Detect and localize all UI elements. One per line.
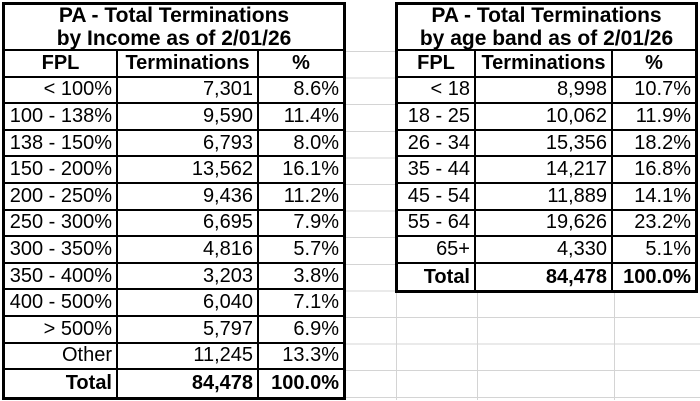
cell-terminations[interactable]: 14,217 — [476, 157, 613, 184]
cell-terminations[interactable]: 13,562 — [118, 157, 259, 184]
cell-terminations[interactable]: 9,436 — [118, 183, 259, 211]
cell-fpl[interactable]: < 100% — [5, 77, 118, 105]
income-header-fpl[interactable]: FPL — [5, 51, 118, 78]
total-cell-fpl[interactable]: Total — [398, 263, 476, 291]
cell-terminations[interactable]: 8,998 — [476, 77, 613, 105]
age-header-terminations[interactable]: Terminations — [476, 51, 613, 78]
cell-percent[interactable]: 11.4% — [259, 104, 343, 131]
cell-fpl[interactable]: 55 - 64 — [398, 210, 476, 238]
cell-terminations[interactable]: 7,301 — [118, 77, 259, 105]
cell-percent[interactable]: 23.2% — [613, 211, 695, 238]
cell-fpl[interactable]: 300 - 350% — [5, 237, 118, 264]
income-table-title-line2: by Income as of 2/01/26 — [56, 27, 292, 50]
cell-fpl[interactable]: 18 - 25 — [398, 104, 476, 131]
cell-percent[interactable]: 13.3% — [259, 344, 343, 371]
cell-fpl[interactable]: 35 - 44 — [398, 157, 476, 184]
cell-fpl[interactable]: 100 - 138% — [5, 104, 118, 131]
cell-fpl[interactable]: < 18 — [398, 77, 476, 105]
cell-fpl[interactable]: 350 - 400% — [5, 263, 118, 291]
cell-percent[interactable]: 8.6% — [259, 78, 343, 105]
cell-percent[interactable]: 8.0% — [259, 131, 343, 158]
cell-fpl[interactable]: 250 - 300% — [5, 210, 118, 238]
cell-terminations[interactable]: 5,797 — [118, 316, 259, 344]
cell-terminations[interactable]: 11,245 — [118, 343, 259, 371]
cell-fpl[interactable]: 200 - 250% — [5, 183, 118, 211]
cell-fpl[interactable]: Other — [5, 343, 118, 371]
cell-percent[interactable]: 7.9% — [259, 211, 343, 238]
cell-percent[interactable]: 7.1% — [259, 290, 343, 317]
cell-fpl[interactable]: 400 - 500% — [5, 290, 118, 317]
total-cell-terminations[interactable]: 84,478 — [118, 370, 259, 397]
cell-fpl[interactable]: 150 - 200% — [5, 157, 118, 184]
cell-terminations[interactable]: 4,816 — [118, 237, 259, 264]
age-table-title[interactable]: PA - Total Terminations by age band as o… — [398, 5, 695, 51]
total-cell-fpl[interactable]: Total — [5, 370, 118, 397]
cell-fpl[interactable]: 45 - 54 — [398, 183, 476, 211]
cell-percent[interactable]: 16.1% — [259, 157, 343, 184]
cell-percent[interactable]: 5.7% — [259, 237, 343, 264]
empty-cells-below-age-table[interactable] — [395, 293, 700, 400]
cell-terminations[interactable]: 6,040 — [118, 290, 259, 317]
cell-terminations[interactable]: 15,356 — [476, 130, 613, 158]
cell-terminations[interactable]: 11,889 — [476, 183, 613, 211]
age-table-title-line1: PA - Total Terminations — [431, 5, 662, 27]
total-cell-percent[interactable]: 100.0% — [623, 265, 691, 288]
cell-terminations[interactable]: 19,626 — [476, 210, 613, 238]
cell-percent[interactable]: 11.9% — [613, 104, 695, 131]
age-header-fpl[interactable]: FPL — [398, 51, 476, 78]
cell-percent[interactable]: 11.2% — [259, 184, 343, 211]
cell-fpl[interactable]: 138 - 150% — [5, 130, 118, 158]
income-table-title-line1: PA - Total Terminations — [58, 5, 290, 27]
cell-terminations[interactable]: 3,203 — [118, 263, 259, 291]
age-header-percent[interactable]: % — [613, 51, 695, 78]
cell-terminations[interactable]: 9,590 — [118, 104, 259, 131]
cell-fpl[interactable]: 65+ — [398, 237, 476, 264]
empty-cells-gap-column[interactable] — [343, 51, 399, 401]
cell-percent[interactable]: 16.8% — [613, 157, 695, 184]
cell-percent[interactable]: 3.8% — [259, 264, 343, 291]
cell-percent[interactable]: 6.9% — [259, 317, 343, 344]
cell-percent[interactable]: 18.2% — [613, 131, 695, 158]
cell-terminations[interactable]: 10,062 — [476, 104, 613, 131]
cell-fpl[interactable]: 26 - 34 — [398, 130, 476, 158]
cell-terminations[interactable]: 6,793 — [118, 130, 259, 158]
cell-terminations[interactable]: 4,330 — [476, 237, 613, 264]
age-band-terminations-table: PA - Total Terminations by age band as o… — [395, 2, 698, 294]
cell-percent[interactable]: 10.7% — [613, 78, 695, 105]
income-header-percent[interactable]: % — [259, 51, 343, 78]
total-cell-percent[interactable]: 100.0% — [271, 371, 339, 394]
income-header-terminations[interactable]: Terminations — [118, 51, 259, 78]
cell-percent[interactable]: 14.1% — [613, 184, 695, 211]
cell-percent[interactable]: 5.1% — [613, 237, 695, 264]
income-terminations-table: PA - Total Terminations by Income as of … — [2, 2, 346, 400]
total-cell-terminations[interactable]: 84,478 — [476, 263, 613, 291]
cell-fpl[interactable]: > 500% — [5, 316, 118, 344]
cell-terminations[interactable]: 6,695 — [118, 210, 259, 238]
age-table-title-line2: by age band as of 2/01/26 — [419, 27, 674, 50]
income-table-title[interactable]: PA - Total Terminations by Income as of … — [5, 5, 343, 51]
